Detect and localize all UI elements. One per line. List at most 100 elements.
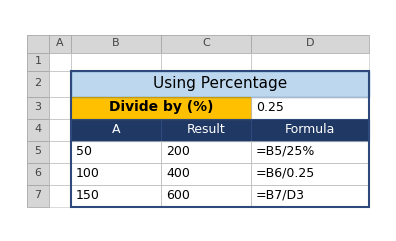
Bar [161, 119, 251, 141]
Bar [161, 185, 251, 207]
Bar [251, 162, 369, 185]
Bar [71, 119, 161, 141]
Text: =B6/0.25: =B6/0.25 [256, 167, 315, 180]
Bar [161, 119, 251, 141]
Bar [27, 162, 49, 185]
Bar [71, 141, 161, 162]
Bar [71, 141, 161, 162]
Bar [49, 96, 71, 119]
Bar [71, 96, 161, 119]
Bar [71, 53, 161, 71]
Text: 100: 100 [76, 167, 100, 180]
Bar [49, 185, 71, 207]
Bar [161, 162, 251, 185]
Bar [71, 71, 161, 96]
Bar [27, 96, 49, 119]
Bar [161, 71, 251, 96]
Bar [251, 141, 369, 162]
Text: A: A [112, 123, 120, 136]
Bar [27, 53, 49, 71]
Bar [27, 71, 49, 96]
Bar [27, 71, 49, 96]
Text: 6: 6 [34, 168, 42, 179]
Text: D: D [306, 39, 314, 48]
Bar [161, 71, 251, 96]
Bar [251, 162, 369, 185]
Bar [251, 185, 369, 207]
Bar [251, 34, 369, 53]
Text: 2: 2 [34, 79, 42, 88]
Bar [161, 141, 251, 162]
Bar [251, 96, 369, 119]
Bar [161, 185, 251, 207]
Bar [71, 71, 369, 96]
Bar [71, 96, 251, 119]
Bar [27, 141, 49, 162]
Text: Result: Result [187, 123, 225, 136]
Bar [161, 162, 251, 185]
Bar [49, 119, 71, 141]
Bar [27, 119, 49, 141]
Bar [161, 53, 251, 71]
Bar [49, 71, 71, 96]
Bar [71, 162, 161, 185]
Bar [251, 185, 369, 207]
Bar [251, 162, 369, 185]
Bar [27, 96, 49, 119]
Bar [251, 71, 369, 96]
Text: 0.25: 0.25 [256, 101, 284, 114]
Bar [49, 53, 71, 71]
Bar [161, 162, 251, 185]
Bar [71, 119, 161, 141]
Bar [161, 141, 251, 162]
Text: 7: 7 [34, 190, 42, 201]
Bar [251, 53, 369, 71]
Bar [161, 185, 251, 207]
Text: Using Percentage: Using Percentage [153, 76, 287, 91]
Bar [49, 34, 71, 53]
Bar [251, 96, 369, 119]
Text: 150: 150 [76, 189, 100, 202]
Bar [49, 185, 71, 207]
Bar [251, 185, 369, 207]
Bar [71, 185, 161, 207]
Bar [71, 53, 161, 71]
Bar [251, 119, 369, 141]
Text: 400: 400 [166, 167, 190, 180]
Text: 1: 1 [34, 56, 42, 67]
Bar [27, 34, 49, 53]
Bar [251, 71, 369, 96]
Bar [71, 162, 161, 185]
Text: 50: 50 [76, 145, 92, 158]
Bar [251, 162, 369, 185]
Bar [71, 162, 161, 185]
Bar [71, 119, 161, 141]
Bar [71, 162, 161, 185]
Bar [71, 71, 369, 207]
Bar [161, 53, 251, 71]
Text: 600: 600 [166, 189, 190, 202]
Bar [161, 141, 251, 162]
Bar [251, 53, 369, 71]
Bar [161, 34, 251, 53]
Bar [27, 185, 49, 207]
Bar [71, 185, 161, 207]
Text: =B5/25%: =B5/25% [256, 145, 315, 158]
Bar [251, 119, 369, 141]
Bar [71, 34, 161, 53]
Bar [251, 141, 369, 162]
Bar [251, 119, 369, 141]
Bar [71, 71, 161, 96]
Bar [71, 96, 161, 119]
Text: Formula: Formula [285, 123, 335, 136]
Bar [161, 185, 251, 207]
Bar [49, 141, 71, 162]
Bar [27, 162, 49, 185]
Bar [71, 34, 161, 53]
Bar [71, 119, 161, 141]
Bar [71, 185, 161, 207]
Bar [49, 162, 71, 185]
Bar [27, 119, 49, 141]
Bar [71, 71, 369, 96]
Bar [27, 53, 49, 71]
